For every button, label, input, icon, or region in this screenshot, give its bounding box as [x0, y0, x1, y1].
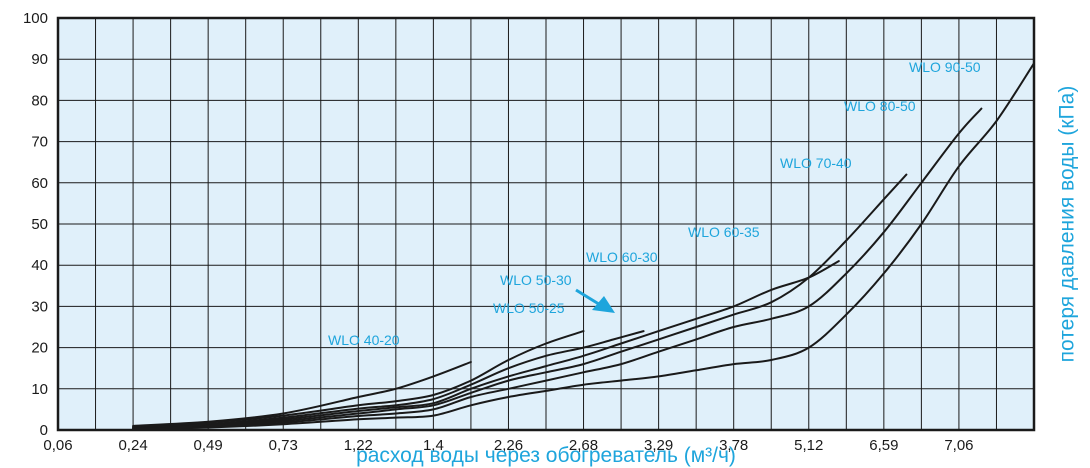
x-tick-label: 2,68	[569, 437, 598, 454]
arrow-head	[592, 296, 615, 313]
x-tick-label: 0,49	[194, 437, 223, 454]
x-tick-label: 0,06	[43, 437, 72, 454]
y-tick-label: 50	[31, 216, 48, 233]
x-tick-labels: 0,06 0,24 0,49 0,73 1,22 1,4 2,26 2,68 3,29 3,78 5…	[43, 437, 973, 454]
series-line	[132, 107, 983, 430]
pointer-arrow	[575, 288, 615, 313]
x-tick-label: 3,29	[644, 437, 673, 454]
y-tick-label: 100	[23, 10, 48, 27]
plot-frame	[56, 16, 1036, 432]
x-tick-label: 1,4	[423, 437, 444, 454]
x-tick-label: 5,12	[794, 437, 823, 454]
y-tick-label: 40	[31, 257, 48, 274]
y-tick-label: 0	[40, 422, 48, 439]
series-label: WLO 60-30	[586, 249, 658, 265]
series-lines	[132, 62, 1035, 431]
y-tick-label: 60	[31, 175, 48, 192]
y-tick-label: 20	[31, 340, 48, 357]
x-tick-label: 1,22	[344, 437, 373, 454]
y-tick-label: 10	[31, 381, 48, 398]
x-tick-label: 0,73	[269, 437, 298, 454]
x-tick-label: 3,78	[719, 437, 748, 454]
series-label: WLO 60-35	[688, 224, 760, 240]
series-label: WLO 50-25	[493, 300, 565, 316]
y-tick-labels: 0 10 20 30 40 50 60 70 80 90 100	[23, 10, 48, 439]
y-tick-label: 70	[31, 134, 48, 151]
series-label: WLO 70-40	[780, 155, 852, 171]
series-line	[132, 260, 840, 429]
y-tick-label: 80	[31, 92, 48, 109]
x-tick-label: 2,26	[494, 437, 523, 454]
x-tick-label: 7,06	[944, 437, 973, 454]
series-label: WLO 50-30	[500, 272, 572, 288]
series-label: WLO 90-50	[909, 59, 981, 75]
series-labels: WLO 40-20 WLO 50-25 WLO 50-30 WLO 60-30 WLO …	[328, 59, 981, 348]
x-tick-label: 6,59	[869, 437, 898, 454]
series-label: WLO 80-50	[844, 98, 916, 114]
arrow-shaft	[575, 288, 603, 308]
series-label: WLO 40-20	[328, 332, 400, 348]
y-axis-title: потеря давления воды (кПа)	[1056, 86, 1079, 363]
series-line	[132, 330, 585, 428]
series-line	[132, 62, 1035, 431]
series-line	[132, 173, 908, 430]
series-line	[132, 330, 645, 429]
x-tick-label: 0,24	[118, 437, 147, 454]
y-tick-label: 30	[31, 298, 48, 315]
x-axis-title: расход воды через обогреватель (м³/ч)	[356, 444, 736, 467]
y-tick-label: 90	[31, 51, 48, 68]
